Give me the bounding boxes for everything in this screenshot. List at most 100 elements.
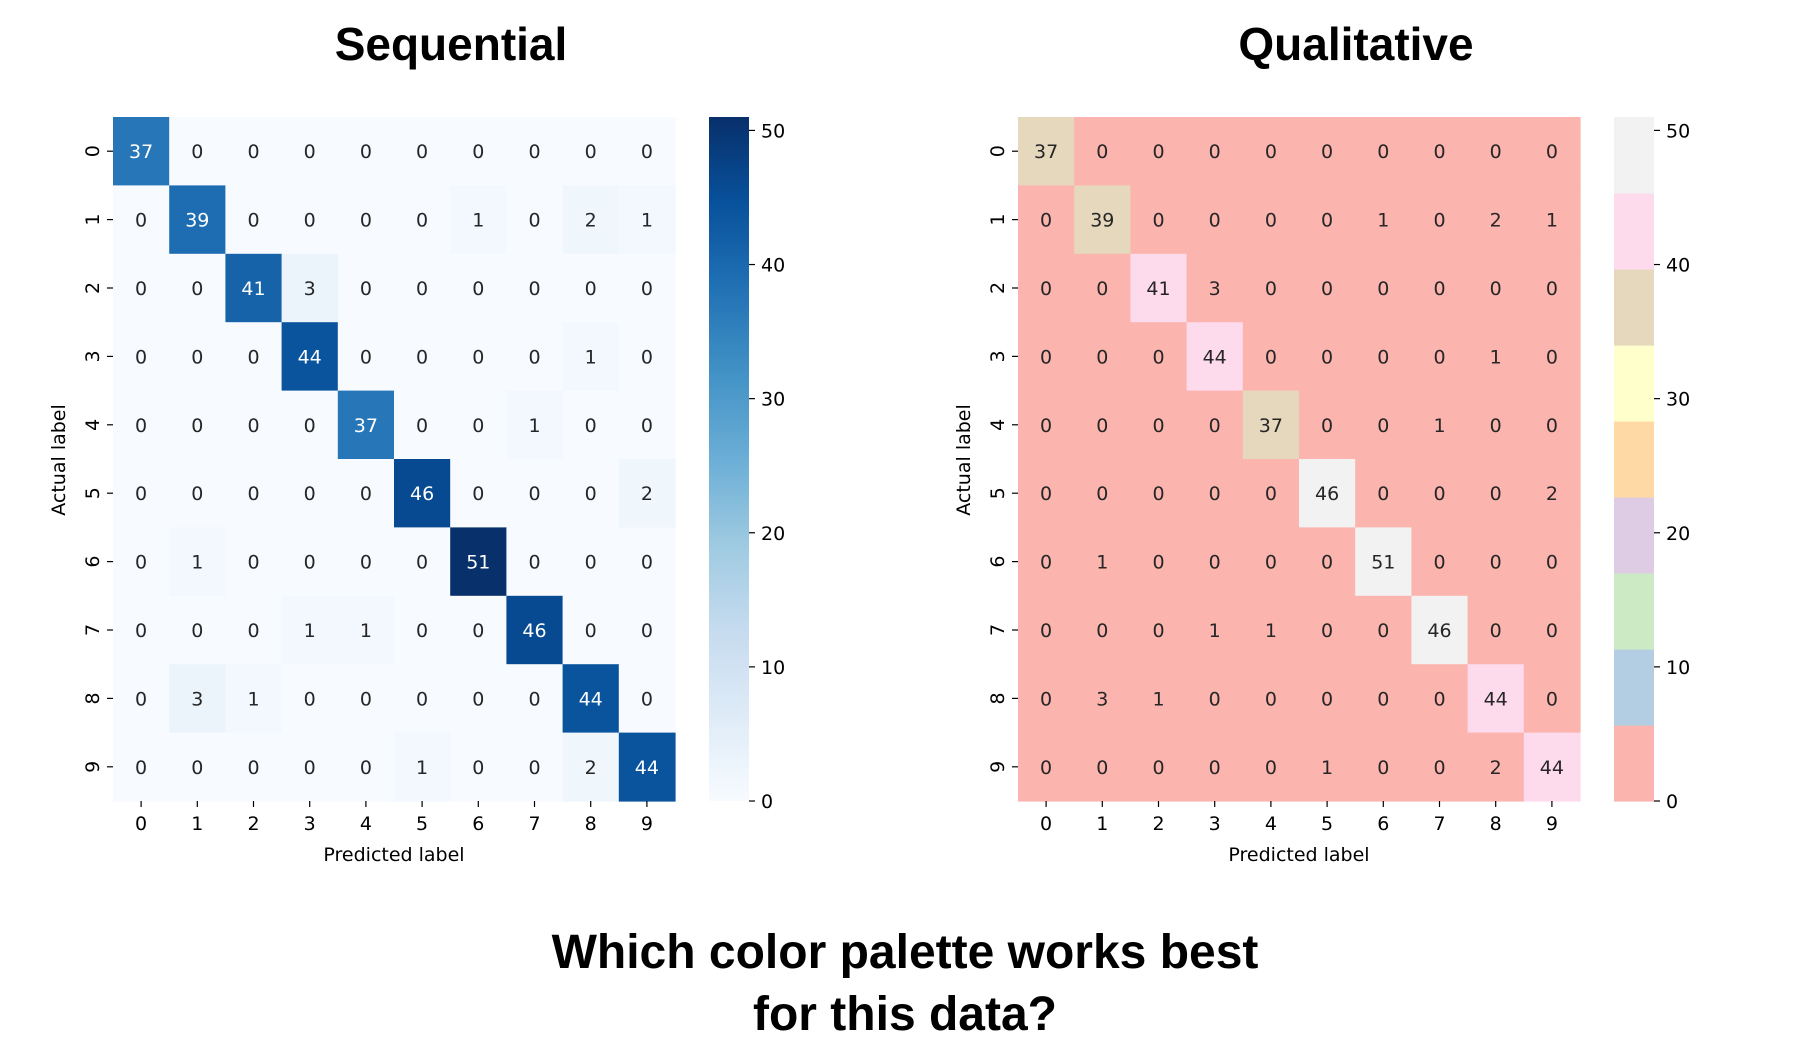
qualitative-title: Qualitative xyxy=(1238,18,1473,70)
x-tick-label: 4 xyxy=(1265,813,1277,835)
heatmap-cell xyxy=(225,185,283,255)
heatmap-cell xyxy=(1018,117,1075,186)
heatmap-cell xyxy=(169,117,226,186)
cell-value-label: 0 xyxy=(416,620,428,642)
heatmap-cell xyxy=(1523,390,1581,460)
colorbar-segment xyxy=(1614,725,1654,802)
heatmap-cell xyxy=(1299,732,1356,802)
cell-value-label: 0 xyxy=(472,620,484,642)
heatmap-cell xyxy=(394,253,451,323)
cell-value-label: 0 xyxy=(1152,483,1164,505)
cell-value-label: 0 xyxy=(1265,483,1277,505)
heatmap-cell xyxy=(1018,595,1075,665)
cell-value-label: 0 xyxy=(641,620,653,642)
cell-value-label: 0 xyxy=(416,278,428,300)
heatmap-cell xyxy=(1130,322,1188,392)
heatmap-cell xyxy=(113,185,170,255)
heatmap-cell xyxy=(169,390,226,460)
colorbar-gradient xyxy=(709,117,749,801)
cell-value-label: 0 xyxy=(585,552,597,574)
heatmap-cell xyxy=(1018,185,1075,255)
cell-value-label: 1 xyxy=(1433,415,1445,437)
cell-value-label: 1 xyxy=(472,210,484,232)
sequential-title: Sequential xyxy=(335,18,568,70)
cell-value-label: 0 xyxy=(191,346,203,368)
heatmap-cell xyxy=(1355,527,1412,597)
heatmap-cell xyxy=(394,595,451,665)
cell-value-label: 2 xyxy=(641,483,653,505)
cell-value-label: 0 xyxy=(1096,415,1108,437)
heatmap-cell xyxy=(1467,253,1525,323)
x-tick-label: 5 xyxy=(416,813,428,835)
heatmap-cell xyxy=(562,459,620,528)
heatmap-cell xyxy=(1186,595,1244,665)
x-tick-label: 0 xyxy=(135,813,147,835)
cell-value-label: 0 xyxy=(1321,141,1333,163)
heatmap-cell xyxy=(450,185,507,255)
heatmap-cell xyxy=(169,595,226,665)
cell-value-label: 0 xyxy=(585,483,597,505)
heatmap-cell xyxy=(618,527,676,597)
cell-value-label: 0 xyxy=(1152,757,1164,779)
heatmap-cell xyxy=(1186,527,1244,597)
heatmap-cell xyxy=(394,732,451,802)
cell-value-label: 37 xyxy=(354,415,378,437)
heatmap-cell xyxy=(1018,390,1075,460)
heatmap-cell xyxy=(225,322,283,392)
cell-value-label: 0 xyxy=(585,415,597,437)
cell-value-label: 37 xyxy=(129,141,153,163)
heatmap-cell xyxy=(1467,185,1525,255)
y-tick-label: 5 xyxy=(82,487,104,499)
x-tick-label: 2 xyxy=(247,813,259,835)
heatmap-cell xyxy=(562,253,620,323)
cell-value-label: 0 xyxy=(1040,620,1052,642)
cell-value-label: 0 xyxy=(1490,483,1502,505)
heatmap-cell xyxy=(1242,459,1300,528)
heatmap-cell xyxy=(281,732,339,802)
cell-value-label: 0 xyxy=(135,278,147,300)
cell-value-label: 0 xyxy=(1152,210,1164,232)
heatmap-cell xyxy=(113,459,170,528)
cell-value-label: 0 xyxy=(472,278,484,300)
cell-value-label: 0 xyxy=(472,346,484,368)
cell-value-label: 0 xyxy=(1040,346,1052,368)
heatmap-cell xyxy=(281,253,339,323)
heatmap-cell xyxy=(506,527,564,597)
cell-value-label: 0 xyxy=(1433,552,1445,574)
cell-value-label: 0 xyxy=(247,757,259,779)
heatmap-cell xyxy=(1242,527,1300,597)
heatmap-cell xyxy=(225,732,283,802)
cell-value-label: 0 xyxy=(1321,552,1333,574)
colorbar-segment xyxy=(1614,497,1654,574)
heatmap-cell xyxy=(1018,322,1075,392)
heatmap-cell xyxy=(225,527,283,597)
heatmap-cell xyxy=(506,459,564,528)
colorbar-tick-label: 30 xyxy=(761,389,785,411)
heatmap-cell xyxy=(1242,664,1300,734)
cell-value-label: 0 xyxy=(1433,346,1445,368)
cell-value-label: 0 xyxy=(1490,278,1502,300)
heatmap-cell xyxy=(281,527,339,597)
cell-value-label: 0 xyxy=(1433,141,1445,163)
cell-value-label: 0 xyxy=(1265,757,1277,779)
cell-value-label: 0 xyxy=(1040,757,1052,779)
heatmap-cell xyxy=(1074,253,1131,323)
cell-value-label: 44 xyxy=(1540,757,1564,779)
heatmap-cell xyxy=(225,664,283,734)
cell-value-label: 2 xyxy=(1490,210,1502,232)
cell-value-label: 0 xyxy=(528,757,540,779)
colorbar-tick-label: 40 xyxy=(1666,255,1690,277)
heatmap-cell xyxy=(450,459,507,528)
heatmap-cell xyxy=(337,595,395,665)
heatmap-cell xyxy=(506,390,564,460)
cell-value-label: 0 xyxy=(1096,620,1108,642)
heatmap-cell xyxy=(281,664,339,734)
cell-value-label: 0 xyxy=(641,346,653,368)
y-tick-label: 0 xyxy=(987,145,1009,157)
cell-value-label: 0 xyxy=(1209,483,1221,505)
heatmap-cell xyxy=(1523,117,1581,186)
heatmap-cell xyxy=(225,390,283,460)
heatmap-cell xyxy=(562,595,620,665)
heatmap-cell xyxy=(1411,459,1469,528)
qualitative-x-ticks: 0 1 2 3 4 5 6 7 8 9 xyxy=(1040,801,1558,835)
